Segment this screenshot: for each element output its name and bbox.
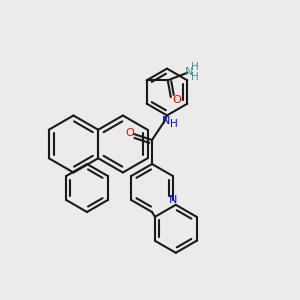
Text: H: H: [191, 72, 199, 82]
Text: N: N: [162, 116, 171, 125]
Text: N: N: [184, 67, 193, 77]
Text: H: H: [191, 62, 199, 72]
Text: H: H: [170, 118, 178, 128]
Text: N: N: [169, 195, 177, 205]
Text: O: O: [172, 95, 181, 105]
Text: O: O: [125, 128, 134, 137]
